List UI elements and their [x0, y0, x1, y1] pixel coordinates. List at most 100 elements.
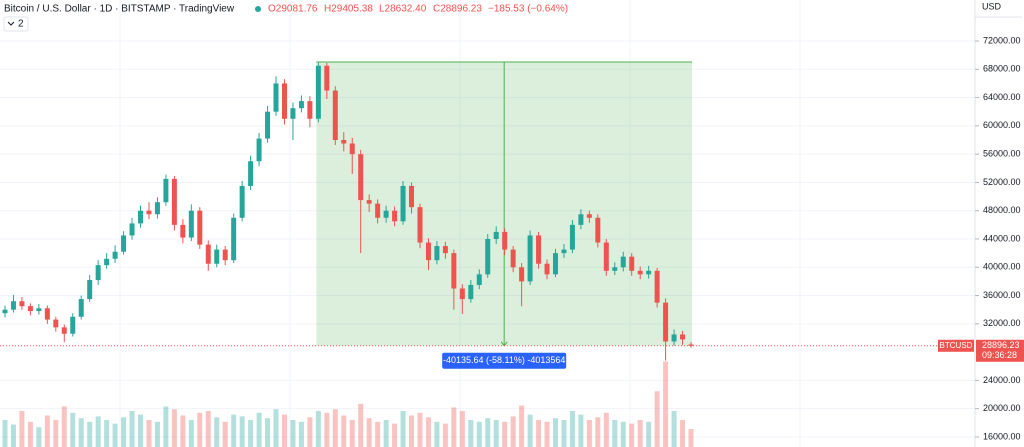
candle-body — [646, 270, 652, 275]
volume-bar — [569, 411, 575, 447]
candle-body — [171, 178, 177, 225]
candle-body — [468, 284, 474, 300]
y-tick-label: 24000.00 — [983, 375, 1021, 385]
y-tick-label: 52000.00 — [983, 177, 1021, 187]
candle-body — [87, 279, 93, 300]
candle-body — [112, 251, 118, 259]
candle-body — [552, 253, 558, 275]
measure-label-box — [442, 352, 567, 369]
candle-body — [586, 214, 592, 218]
volume-bar — [366, 418, 372, 447]
change: −185.53 (−0.64%) — [488, 4, 568, 15]
candle-body — [366, 200, 372, 204]
volume-bar — [70, 412, 76, 447]
volume-bar — [315, 411, 321, 447]
volume-bar — [146, 420, 152, 447]
volume-bar — [10, 424, 16, 447]
volume-bar — [53, 420, 59, 447]
candle-body — [688, 344, 694, 346]
candle-body — [78, 299, 84, 317]
volume-bar — [688, 429, 694, 447]
candle-body — [502, 231, 508, 250]
last-price: 28896.23 — [982, 340, 1020, 350]
volume-bar — [129, 411, 135, 447]
candle-body — [392, 210, 398, 222]
candle-body — [654, 270, 660, 303]
volume-bar — [61, 406, 67, 447]
measure-layer: -40135.64 (-58.11%) -4013564 — [316, 61, 692, 369]
candle-body — [222, 249, 228, 261]
volume-bar — [502, 421, 508, 447]
volume-bar — [510, 416, 516, 447]
candle-body — [341, 139, 347, 144]
candle-body — [129, 223, 135, 236]
last-price-box — [976, 339, 1024, 362]
candle-body — [197, 210, 203, 245]
candle-body — [307, 101, 313, 119]
y-tick-label: 20000.00 — [983, 403, 1021, 413]
volume-bar — [654, 391, 660, 447]
candle-body — [332, 90, 338, 140]
candle-body — [281, 83, 287, 119]
volume-bar — [180, 415, 186, 447]
volume-bar — [552, 418, 558, 447]
volume-bar — [214, 417, 220, 447]
y-tick-label: 60000.00 — [983, 120, 1021, 130]
volume-bar — [612, 420, 618, 447]
volume-bar — [485, 418, 491, 447]
volume-bar — [629, 423, 635, 447]
candle-body — [493, 231, 499, 239]
volume-bar — [680, 420, 686, 447]
candle-body — [629, 256, 635, 271]
candle-body — [425, 242, 431, 261]
candle-body — [324, 65, 330, 91]
y-tick-label: 48000.00 — [983, 205, 1021, 215]
candle-body — [417, 207, 423, 243]
volume-bar — [544, 421, 550, 447]
candle-body — [163, 178, 169, 203]
candle-body — [536, 235, 542, 264]
candle-body — [290, 108, 296, 119]
candle-body — [154, 202, 160, 215]
grid — [0, 0, 975, 447]
y-tick-label: 16000.00 — [983, 431, 1021, 441]
volume-bar — [383, 420, 389, 447]
volume-bar — [409, 415, 415, 447]
volume-bar — [442, 423, 448, 447]
ohlc-high: H29405.38 — [324, 4, 373, 15]
candle-body — [315, 65, 321, 119]
y-tick-label: 40000.00 — [983, 262, 1021, 272]
candle-body — [146, 210, 152, 215]
candle-body — [44, 308, 50, 320]
candle-body — [358, 154, 364, 201]
candle-body — [180, 224, 186, 238]
candle-body — [459, 288, 465, 300]
indicators-toggle[interactable] — [3, 16, 29, 32]
candle-body — [544, 263, 550, 275]
volume-bar — [298, 421, 304, 447]
candle-body — [671, 334, 677, 342]
symbol-tag-box — [938, 339, 974, 352]
volume-bar — [493, 420, 499, 447]
candle-body — [569, 224, 575, 250]
volume-bar — [19, 411, 25, 447]
volume-layer — [2, 361, 694, 447]
volume-bar — [205, 411, 211, 447]
candle-body — [603, 242, 609, 271]
candle-body — [239, 185, 245, 218]
candle-body — [485, 238, 491, 275]
volume-bar — [256, 412, 262, 447]
candle-body — [205, 244, 211, 264]
currency[interactable]: USD — [982, 1, 1002, 11]
candle-body — [256, 138, 262, 162]
candle-body — [273, 83, 279, 112]
volume-bar — [44, 415, 50, 447]
volume-bar — [87, 421, 93, 447]
candles-layer — [2, 61, 694, 361]
candle-body — [27, 306, 33, 312]
measure-label: -40135.64 (-58.11%) -4013564 — [443, 355, 565, 365]
volume-bar — [425, 417, 431, 447]
candle-body — [10, 301, 16, 310]
volume-bar — [434, 421, 440, 447]
candle-body — [510, 249, 516, 268]
